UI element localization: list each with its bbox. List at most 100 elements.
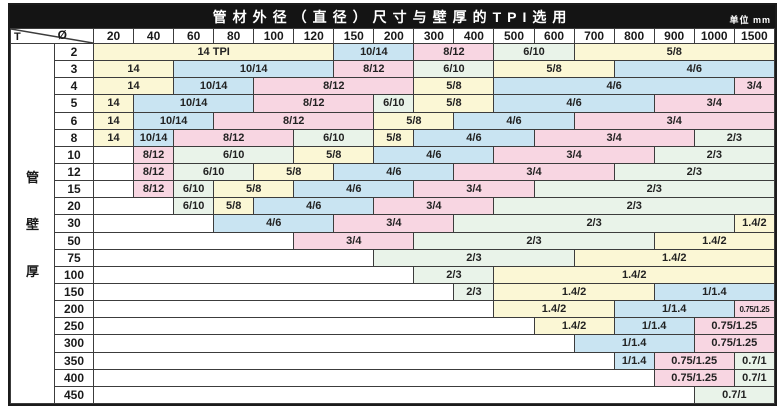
tpi-cell: 8/12 — [333, 60, 415, 79]
tpi-cell: 3/4 — [293, 231, 415, 250]
tpi-cell: 5/8 — [413, 94, 495, 113]
table-row: 350 1/1.4 0.75/1.25 0.7/1 — [11, 351, 776, 370]
tpi-cell: 0.75/1.25 — [653, 368, 735, 387]
row-label-300: 300 — [54, 334, 94, 353]
tpi-cell: 2/3 — [613, 162, 776, 182]
tpi-cell: 14 — [92, 60, 175, 79]
tpi-cell: 1.4/2 — [533, 317, 615, 336]
table-row: 450 0.7/1 — [11, 385, 776, 405]
tpi-cell: 10/14 — [333, 42, 415, 62]
column-header-700: 700 — [573, 28, 615, 44]
row-label-200: 200 — [54, 300, 94, 319]
tpi-cell: 8/12 — [253, 94, 375, 113]
tpi-cell: 8/12 — [413, 42, 495, 62]
tpi-cell: 0.7/1 — [733, 351, 776, 370]
row-label-350: 350 — [54, 351, 94, 370]
tpi-cell: 4/6 — [373, 145, 495, 164]
tpi-cell: 0.7/1 — [693, 385, 776, 405]
tpi-cell: 3/4 — [413, 180, 535, 199]
row-label-6: 6 — [54, 111, 94, 130]
title-bar: 管材外径（直径）尺寸与壁厚的TPI选用 单位 mm — [10, 5, 775, 28]
table-row: 30 4/6 3/4 2/3 1.4/2 — [11, 214, 776, 233]
row-label-30: 30 — [54, 214, 94, 233]
tpi-cell: 14 — [92, 111, 135, 130]
tpi-cell: 6/10 — [373, 94, 415, 113]
row-axis-label: T — [14, 31, 21, 43]
side-label-char: 壁 — [25, 217, 39, 232]
tpi-cell: 2/3 — [413, 231, 655, 250]
empty-cell — [92, 180, 135, 199]
tpi-cell: 4/6 — [413, 128, 535, 147]
tpi-cell: 8/12 — [253, 77, 415, 96]
diameter-axis-label: Ø — [57, 28, 67, 43]
tpi-cell: 1.4/2 — [733, 214, 776, 233]
row-label-100: 100 — [54, 265, 94, 284]
tpi-cell: 4/6 — [293, 180, 415, 199]
header-row: T Ø 20 40 60 80 100 120 150 200 300 400 500 600 700 8… — [10, 28, 776, 44]
tpi-cell: 0.75/1.25 — [693, 317, 776, 336]
column-header-20: 20 — [92, 28, 135, 44]
tpi-cell: 14 — [92, 77, 175, 96]
tpi-cell: 14 TPI — [92, 42, 335, 62]
table-row: 12 8/12 6/10 5/8 4/6 3/4 2/3 — [11, 162, 776, 182]
tpi-cell: 6/10 — [173, 162, 255, 182]
row-label-2: 2 — [54, 42, 94, 62]
tpi-cell: 10/14 — [133, 128, 175, 147]
tpi-cell: 6/10 — [173, 197, 215, 216]
tpi-cell: 4/6 — [613, 60, 776, 79]
tpi-cell: 5/8 — [373, 111, 455, 130]
column-header-800: 800 — [613, 28, 655, 44]
empty-cell — [93, 317, 535, 336]
tpi-cell: 14 — [92, 128, 135, 147]
tpi-cell: 1/1.4 — [613, 351, 655, 370]
table-row: 4 14 10/14 8/12 5/8 4/6 3/4 — [11, 77, 776, 96]
tpi-cell: 3/4 — [653, 94, 776, 113]
table-row: 150 2/3 1.4/2 1/1.4 — [11, 282, 776, 302]
tpi-cell: 2/3 — [693, 128, 776, 147]
corner-axis-cell: T Ø — [10, 28, 94, 44]
tpi-cell: 2/3 — [653, 145, 776, 164]
tpi-cell: 6/10 — [493, 42, 575, 62]
tpi-cell: 0.7/1 — [733, 368, 776, 387]
diagonal-divider-line — [11, 29, 93, 43]
tpi-cell: 0.75/1.25 — [653, 351, 735, 370]
tpi-cell: 3/4 — [733, 77, 776, 96]
tpi-cell: 3/4 — [453, 162, 615, 182]
tpi-cell: 6/10 — [173, 180, 215, 199]
column-header-150: 150 — [333, 28, 375, 44]
column-header-300: 300 — [413, 28, 455, 44]
tpi-cell: 8/12 — [213, 111, 375, 130]
empty-cell — [92, 145, 135, 164]
column-header-500: 500 — [493, 28, 535, 44]
column-header-60: 60 — [173, 28, 215, 44]
tpi-cell: 0.75/1.25 — [733, 300, 776, 319]
tpi-cell: 2/3 — [453, 214, 735, 233]
empty-cell — [93, 334, 575, 353]
table-row: 50 3/4 2/3 1.4/2 — [11, 231, 776, 250]
tpi-cell: 1/1.4 — [613, 300, 735, 319]
tpi-cell: 6/10 — [293, 128, 375, 147]
tpi-cell: 5/8 — [213, 180, 295, 199]
tpi-cell: 1.4/2 — [493, 282, 655, 302]
tpi-cell: 0.75/1.25 — [693, 334, 776, 353]
empty-cell — [92, 282, 455, 302]
column-header-120: 120 — [293, 28, 335, 44]
tpi-cell: 2/3 — [493, 197, 775, 216]
unit-label: 单位 mm — [729, 15, 771, 25]
tpi-selection-table-frame: 管材外径（直径）尺寸与壁厚的TPI选用 单位 mm T Ø 20 40 60 80 10… — [8, 3, 777, 406]
table-row: 10 8/12 6/10 5/8 4/6 3/4 2/3 — [11, 145, 776, 164]
row-label-15: 15 — [54, 180, 94, 199]
tpi-cell: 4/6 — [453, 111, 575, 130]
column-header-1500: 1500 — [733, 28, 776, 44]
row-label-12: 12 — [54, 162, 94, 182]
column-header-900: 900 — [653, 28, 695, 44]
tpi-cell: 1.4/2 — [573, 248, 776, 267]
tpi-cell: 6/10 — [413, 60, 495, 79]
tpi-cell: 4/6 — [493, 77, 735, 96]
row-label-450: 450 — [54, 385, 94, 405]
tpi-cell: 4/6 — [493, 94, 655, 113]
row-label-50: 50 — [54, 231, 94, 250]
tpi-cell: 5/8 — [493, 60, 615, 79]
tpi-cell: 8/12 — [173, 128, 295, 147]
tpi-cell: 1.4/2 — [493, 265, 775, 284]
